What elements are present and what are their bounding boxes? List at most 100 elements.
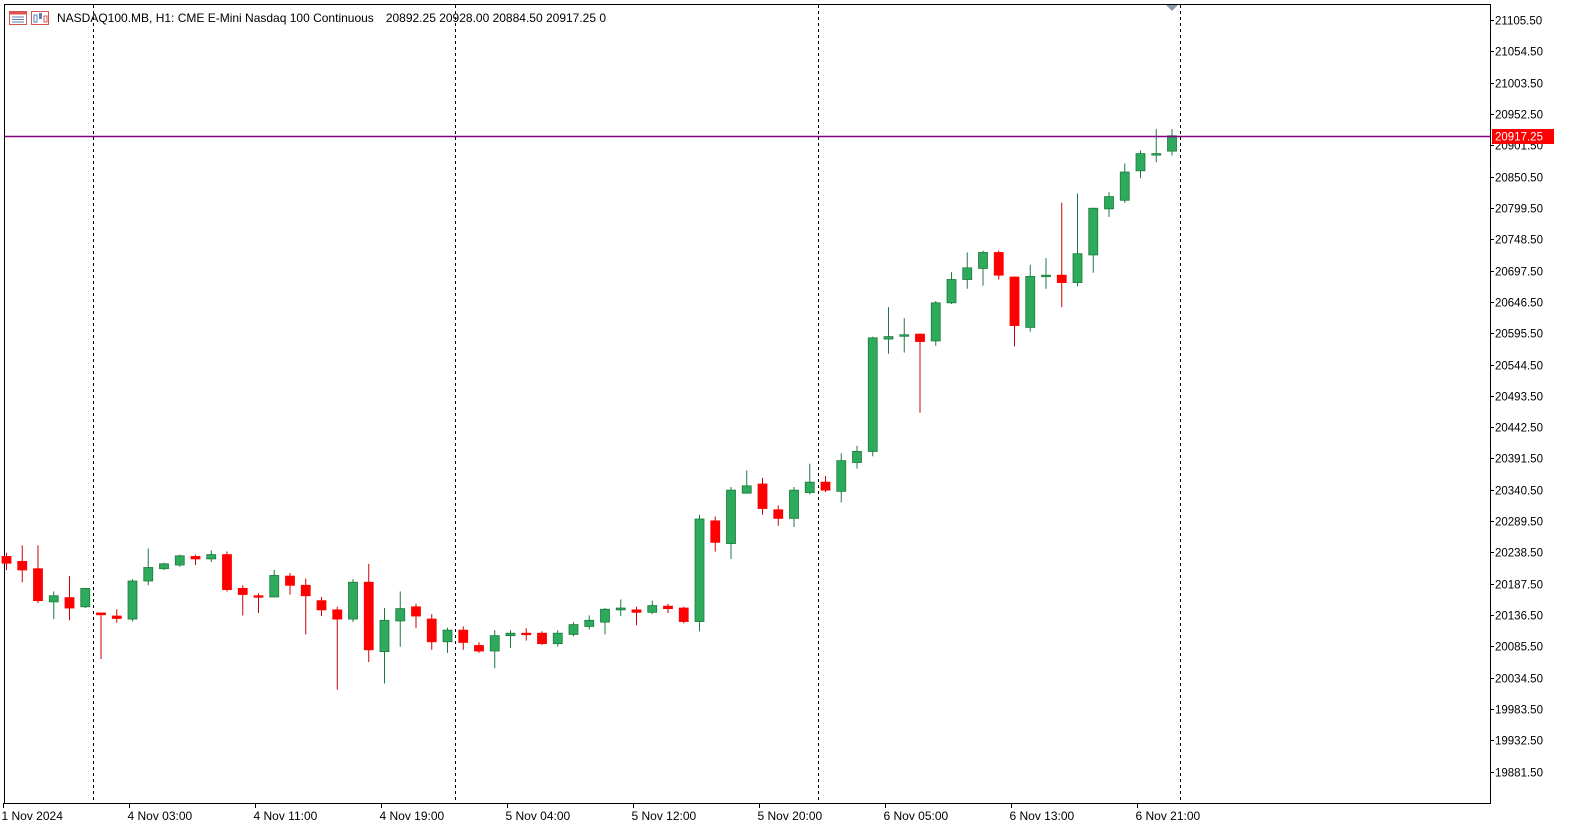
candle: [159, 562, 169, 570]
candle-body: [1119, 171, 1130, 201]
candle: [1135, 150, 1146, 179]
candle: [962, 252, 973, 289]
candle: [1041, 258, 1051, 289]
candle-body: [978, 252, 988, 269]
candle-body: [552, 632, 563, 645]
candle-body: [741, 485, 752, 494]
candle-body: [474, 645, 484, 652]
candle-body: [96, 612, 106, 616]
candle-body: [285, 575, 295, 586]
candle-body: [17, 560, 28, 571]
candle: [332, 606, 343, 690]
candle: [1119, 163, 1130, 203]
candle-body: [33, 568, 43, 602]
price-axis-label: 20493.50: [1495, 392, 1543, 404]
candle: [426, 614, 437, 650]
candle-body: [111, 615, 122, 619]
time-axis-label: 5 Nov 04:00: [506, 809, 571, 823]
candle-body: [867, 337, 878, 452]
candle: [930, 300, 941, 346]
candle-body: [584, 619, 595, 627]
candle-body: [269, 575, 280, 598]
candle: [253, 593, 264, 613]
candle: [647, 600, 658, 615]
candle: [316, 596, 327, 617]
candle-body: [505, 632, 516, 637]
candle-body: [930, 302, 941, 342]
candle-body: [1025, 276, 1036, 328]
price-tag: 20917.25: [1492, 129, 1554, 144]
candle-body: [726, 489, 736, 544]
candle-body: [789, 489, 799, 519]
chart-window-icon[interactable]: [9, 11, 27, 25]
candle: [584, 615, 595, 630]
time-axis-label: 4 Nov 11:00: [254, 809, 318, 823]
price-axis-label: 19881.50: [1495, 768, 1543, 780]
candle-body: [993, 252, 1004, 276]
candle: [300, 578, 311, 635]
time-axis: 1 Nov 2024 4 Nov 03:00 4 Nov 11:00 4 Nov 19…: [2, 803, 1201, 823]
candle-body: [143, 567, 154, 582]
candle-body: [48, 595, 59, 603]
candle: [1072, 193, 1083, 287]
time-axis-label: 5 Nov 20:00: [758, 809, 823, 823]
candle: [915, 333, 925, 413]
price-axis-label: 20850.50: [1495, 173, 1543, 185]
candle: [222, 551, 232, 592]
candle: [883, 307, 894, 354]
candle-body: [80, 587, 91, 608]
candle-body: [615, 607, 626, 611]
chart-type-icon[interactable]: [31, 11, 49, 25]
candle: [726, 487, 736, 559]
candle-body: [883, 336, 894, 340]
candle: [111, 609, 122, 623]
price-axis-label: 20952.50: [1495, 110, 1543, 122]
candle: [852, 445, 862, 469]
candle: [789, 487, 799, 527]
candle: [1056, 202, 1067, 308]
price-axis-label: 20442.50: [1495, 423, 1543, 435]
time-axis-label: 4 Nov 03:00: [128, 809, 193, 823]
candle-body: [458, 629, 469, 643]
candle: [1104, 192, 1114, 217]
candle: [1151, 129, 1162, 163]
candle: [600, 608, 610, 635]
candle: [174, 554, 185, 567]
candle-body: [899, 334, 910, 337]
candle: [978, 250, 988, 286]
candle: [285, 573, 295, 595]
candle-body: [1056, 274, 1067, 283]
period-separators: [93, 5, 1181, 803]
candle-body: [316, 600, 327, 611]
candle-body: [332, 609, 343, 620]
candle: [80, 587, 91, 609]
candle: [474, 642, 484, 653]
candle: [64, 576, 75, 621]
candle: [521, 628, 532, 641]
candle-body: [442, 629, 453, 643]
chart-ohlc-values: 20892.25 20928.00 20884.50 20917.25 0: [385, 11, 607, 25]
shift-marker-icon[interactable]: [1166, 5, 1178, 11]
candle: [946, 272, 957, 305]
candle: [269, 569, 280, 598]
candle-body: [1135, 153, 1146, 172]
price-axis-label: 21003.50: [1495, 79, 1543, 91]
price-axis-label: 20289.50: [1495, 517, 1543, 529]
candle: [395, 591, 406, 647]
candle-body: [1072, 253, 1083, 283]
candle: [993, 250, 1004, 280]
candle-body: [159, 563, 169, 570]
candle: [552, 630, 563, 647]
candle: [615, 599, 626, 617]
candle-body: [568, 624, 579, 635]
candle: [537, 631, 547, 645]
candle-body: [820, 481, 831, 491]
candle: [757, 477, 768, 515]
candle-body: [127, 580, 138, 620]
candle-body: [757, 483, 768, 509]
candle-body: [663, 605, 673, 610]
candle-body: [174, 555, 185, 566]
candle: [804, 463, 815, 495]
candle-body: [363, 581, 374, 651]
